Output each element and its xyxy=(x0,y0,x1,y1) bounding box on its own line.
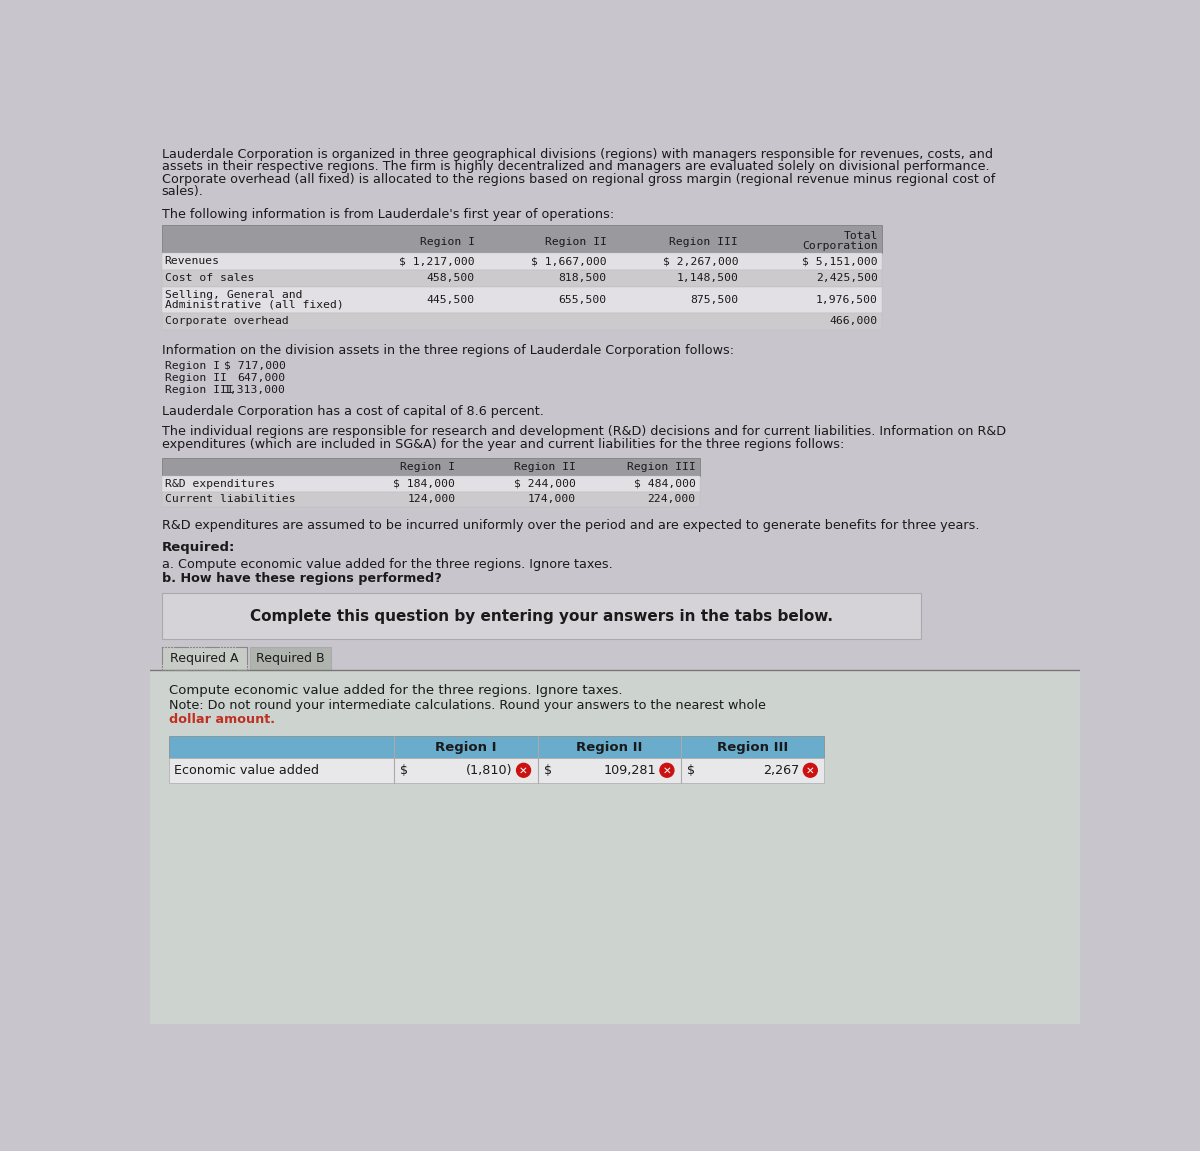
Text: 458,500: 458,500 xyxy=(427,273,475,283)
Bar xyxy=(162,593,922,640)
Text: Region I: Region I xyxy=(436,741,497,754)
Text: Lauderdale Corporation has a cost of capital of 8.6 percent.: Lauderdale Corporation has a cost of cap… xyxy=(162,405,544,418)
Text: Required:: Required: xyxy=(162,541,235,554)
Text: Required A: Required A xyxy=(170,653,239,665)
Text: sales).: sales). xyxy=(162,185,204,198)
Text: 109,281: 109,281 xyxy=(604,764,656,777)
Text: $ 1,667,000: $ 1,667,000 xyxy=(530,257,606,266)
Bar xyxy=(162,313,882,330)
Text: Region II: Region II xyxy=(514,462,576,472)
Text: Region III: Region III xyxy=(626,462,696,472)
Text: 647,000: 647,000 xyxy=(238,373,286,383)
Text: Region I: Region I xyxy=(164,360,220,371)
Text: R&D expenditures are assumed to be incurred uniformly over the period and are ex: R&D expenditures are assumed to be incur… xyxy=(162,519,979,532)
Text: Corporate overhead (all fixed) is allocated to the regions based on regional gro: Corporate overhead (all fixed) is alloca… xyxy=(162,173,995,185)
Text: 655,500: 655,500 xyxy=(558,295,606,305)
Text: $ 244,000: $ 244,000 xyxy=(514,479,576,489)
Text: 2,425,500: 2,425,500 xyxy=(816,273,877,283)
Text: ✕: ✕ xyxy=(806,765,815,776)
Text: $: $ xyxy=(401,764,408,777)
Text: ✕: ✕ xyxy=(662,765,671,776)
Text: Corporation: Corporation xyxy=(802,241,877,251)
Text: R&D expenditures: R&D expenditures xyxy=(164,479,275,489)
Text: a. Compute economic value added for the three regions. Ignore taxes.: a. Compute economic value added for the … xyxy=(162,558,612,571)
Text: (1,810): (1,810) xyxy=(467,764,512,777)
Text: Region I: Region I xyxy=(401,462,455,472)
Text: Required B: Required B xyxy=(257,653,325,665)
Text: 875,500: 875,500 xyxy=(690,295,738,305)
Bar xyxy=(150,670,1080,1024)
Text: $ 717,000: $ 717,000 xyxy=(223,360,286,371)
Bar xyxy=(162,269,882,287)
Text: Current liabilities: Current liabilities xyxy=(164,494,295,504)
Text: The following information is from Lauderdale's first year of operations:: The following information is from Lauder… xyxy=(162,208,614,221)
Text: 1,148,500: 1,148,500 xyxy=(677,273,738,283)
Text: dollar amount.: dollar amount. xyxy=(169,714,275,726)
Circle shape xyxy=(660,763,674,777)
Text: b. How have these regions performed?: b. How have these regions performed? xyxy=(162,572,442,585)
Text: $ 484,000: $ 484,000 xyxy=(634,479,696,489)
Text: Complete this question by entering your answers in the tabs below.: Complete this question by entering your … xyxy=(250,609,833,624)
Text: $ 5,151,000: $ 5,151,000 xyxy=(802,257,877,266)
Text: Corporate overhead: Corporate overhead xyxy=(164,317,288,327)
Text: $ 2,267,000: $ 2,267,000 xyxy=(662,257,738,266)
Circle shape xyxy=(516,763,530,777)
Text: 174,000: 174,000 xyxy=(527,494,576,504)
Text: assets in their respective regions. The firm is highly decentralized and manager: assets in their respective regions. The … xyxy=(162,160,989,174)
Text: Region I: Region I xyxy=(420,237,475,247)
Circle shape xyxy=(803,763,817,777)
Text: Cost of sales: Cost of sales xyxy=(164,273,254,283)
Text: Region III: Region III xyxy=(670,237,738,247)
Text: 1,976,500: 1,976,500 xyxy=(816,295,877,305)
Bar xyxy=(162,491,701,506)
Bar xyxy=(250,647,331,670)
Bar xyxy=(162,458,701,477)
Text: Region III: Region III xyxy=(716,741,788,754)
Text: Total: Total xyxy=(844,231,877,242)
Text: Revenues: Revenues xyxy=(164,257,220,266)
Bar xyxy=(162,226,882,253)
Text: $ 1,217,000: $ 1,217,000 xyxy=(400,257,475,266)
Text: Administrative (all fixed): Administrative (all fixed) xyxy=(164,299,343,310)
Text: 2,267: 2,267 xyxy=(763,764,799,777)
Text: The individual regions are responsible for research and development (R&D) decisi: The individual regions are responsible f… xyxy=(162,426,1006,439)
Text: Region II: Region II xyxy=(545,237,606,247)
Text: $: $ xyxy=(688,764,695,777)
Text: Note: Do not round your intermediate calculations. Round your answers to the nea: Note: Do not round your intermediate cal… xyxy=(169,700,767,712)
Text: 1,313,000: 1,313,000 xyxy=(223,386,286,395)
Bar xyxy=(162,287,882,313)
Text: $ 184,000: $ 184,000 xyxy=(394,479,455,489)
Bar xyxy=(162,647,247,670)
Text: Compute economic value added for the three regions. Ignore taxes.: Compute economic value added for the thr… xyxy=(169,684,623,698)
Text: ✕: ✕ xyxy=(520,765,528,776)
Text: Selling, General and: Selling, General and xyxy=(164,290,302,299)
Text: Region II: Region II xyxy=(576,741,642,754)
Text: expenditures (which are included in SG&A) for the year and current liabilities f: expenditures (which are included in SG&A… xyxy=(162,437,844,451)
Text: Region III: Region III xyxy=(164,386,234,395)
Bar xyxy=(169,737,824,759)
Text: Economic value added: Economic value added xyxy=(174,764,319,777)
Bar xyxy=(162,253,882,269)
Text: 445,500: 445,500 xyxy=(427,295,475,305)
Text: 466,000: 466,000 xyxy=(829,317,877,327)
Bar xyxy=(162,477,701,491)
Text: 818,500: 818,500 xyxy=(558,273,606,283)
Bar xyxy=(169,759,824,783)
Text: 224,000: 224,000 xyxy=(648,494,696,504)
Text: $: $ xyxy=(544,764,552,777)
Text: 124,000: 124,000 xyxy=(407,494,455,504)
Text: Region II: Region II xyxy=(164,373,227,383)
Text: Lauderdale Corporation is organized in three geographical divisions (regions) wi: Lauderdale Corporation is organized in t… xyxy=(162,148,992,161)
Text: Information on the division assets in the three regions of Lauderdale Corporatio: Information on the division assets in th… xyxy=(162,344,733,357)
